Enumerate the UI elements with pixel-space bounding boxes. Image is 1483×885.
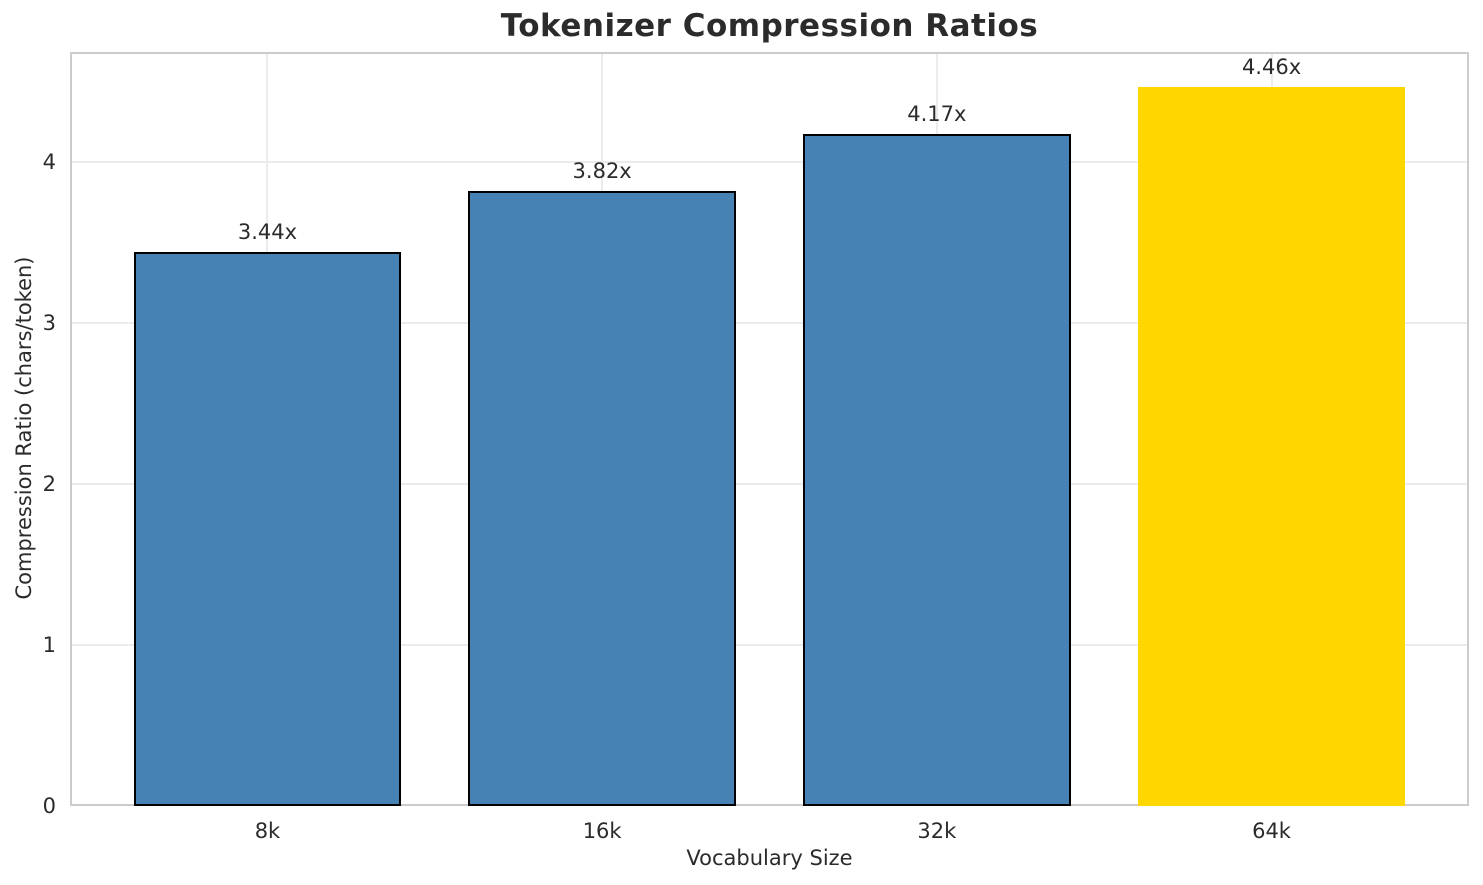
y-tick-label: 0 [42,794,56,818]
bar-value-label: 4.46x [1241,55,1302,80]
x-tick-label: 32k [917,819,957,843]
chart-title: Tokenizer Compression Ratios [500,8,1039,44]
h-gridline [70,160,1469,163]
bar-value-label: 3.44x [237,219,298,244]
y-tick-label: 1 [42,632,56,657]
x-tick-label: 8k [254,819,281,843]
y-axis-label: Compression Ratio (chars/token) [12,256,36,600]
bar-value-label: 3.82x [572,158,632,183]
bar-8k [133,251,402,806]
h-gridline [70,321,1469,324]
x-tick-label: 16k [582,819,622,843]
y-tick-label: 4 [42,149,56,174]
h-gridline [70,643,1469,646]
x-tick-label: 64k [1252,819,1291,843]
bar-32k [802,134,1071,806]
y-tick-label: 3 [42,310,56,335]
y-tick-label: 2 [42,471,56,496]
bar-16k [468,190,737,806]
bar-value-label: 4.17x [907,102,967,127]
bar-64k [1137,87,1406,806]
x-axis-label: Vocabulary Size [686,846,853,870]
h-gridline [70,482,1469,485]
